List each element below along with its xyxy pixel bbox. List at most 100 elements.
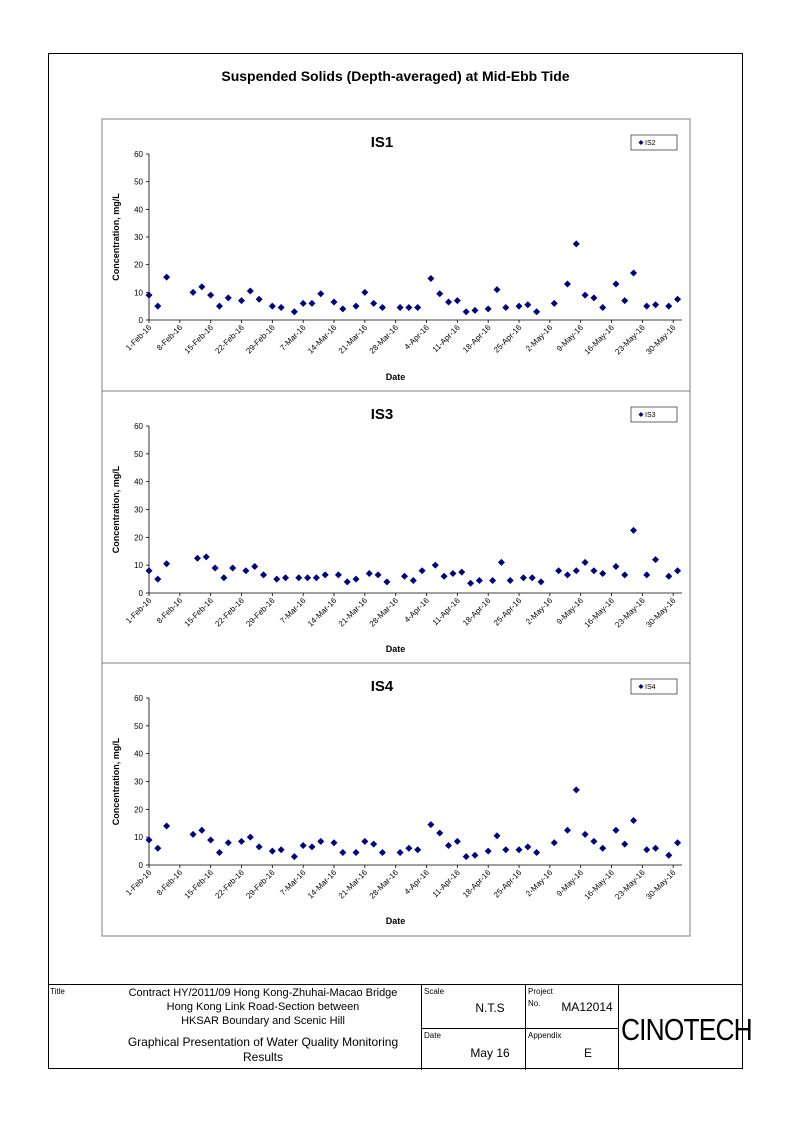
data-point: [418, 567, 426, 575]
data-point: [643, 302, 651, 310]
data-point: [370, 840, 378, 848]
data-point: [471, 851, 479, 859]
data-point: [665, 302, 673, 310]
legend-marker: [638, 684, 644, 689]
data-point: [445, 298, 453, 306]
x-axis-title: Date: [386, 644, 406, 654]
legend-label: IS4: [645, 684, 656, 691]
data-point: [612, 826, 620, 834]
y-tick-label: 0: [139, 861, 144, 870]
y-tick-label: 50: [134, 722, 143, 731]
data-point: [255, 295, 263, 303]
y-tick-label: 60: [134, 694, 143, 703]
data-point: [378, 304, 386, 312]
data-point: [163, 273, 171, 281]
data-point: [383, 578, 391, 586]
data-point: [365, 570, 373, 578]
data-point: [295, 574, 303, 582]
data-point: [612, 280, 620, 288]
data-point: [515, 302, 523, 310]
data-point: [599, 570, 607, 578]
data-point: [405, 304, 413, 312]
data-point: [581, 830, 589, 838]
data-point: [374, 571, 382, 579]
data-point: [643, 846, 651, 854]
y-tick-label: 10: [134, 288, 143, 297]
data-point: [220, 574, 228, 582]
data-point: [665, 572, 673, 580]
y-tick-label: 50: [134, 178, 143, 187]
data-point: [506, 576, 514, 584]
subtitle-line-2: Results: [242, 1050, 283, 1064]
legend-label: IS2: [645, 140, 656, 147]
data-point: [674, 567, 682, 575]
data-point: [255, 843, 263, 851]
page-frame: [48, 53, 743, 1069]
y-tick-label: 20: [134, 261, 143, 270]
data-point: [290, 853, 298, 861]
data-point: [431, 561, 439, 569]
chart-border: [101, 662, 691, 937]
data-point: [163, 560, 171, 568]
data-point: [224, 839, 232, 847]
data-point: [352, 575, 360, 583]
project-value: MA12014: [561, 1000, 613, 1014]
data-point: [581, 558, 589, 566]
data-point: [621, 297, 629, 305]
data-point: [361, 837, 369, 845]
data-point: [674, 839, 682, 847]
data-point: [555, 567, 563, 575]
data-point: [308, 843, 316, 851]
legend-box: [630, 134, 678, 151]
data-point: [370, 299, 378, 307]
scale-value: N.T.S: [475, 1001, 505, 1015]
data-point: [436, 290, 444, 298]
data-point: [207, 836, 215, 844]
cinotech-logo: CINOTECH: [621, 1012, 753, 1047]
data-point: [484, 305, 492, 313]
title-block-divider: [525, 985, 526, 1070]
y-tick-label: 30: [134, 233, 143, 242]
data-point: [198, 826, 206, 834]
data-point: [652, 556, 660, 564]
title-block-divider: [421, 1028, 618, 1029]
data-point: [154, 575, 162, 583]
data-point: [550, 299, 558, 307]
data-point: [251, 563, 259, 571]
chart-title: IS1: [371, 134, 394, 151]
data-point: [414, 304, 422, 312]
data-point: [652, 844, 660, 852]
x-axis-title: Date: [386, 916, 406, 926]
data-point: [202, 553, 210, 561]
data-point: [246, 833, 254, 841]
contract-line-1: Contract HY/2011/09 Hong Kong-Zhuhai-Mac…: [128, 987, 398, 999]
data-point: [282, 574, 290, 582]
data-point: [400, 572, 408, 580]
data-point: [299, 299, 307, 307]
title-block: Title Contract HY/2011/09 Hong Kong-Zhuh…: [48, 984, 743, 1070]
data-point: [224, 294, 232, 302]
data-point: [334, 571, 342, 579]
data-point: [163, 822, 171, 830]
y-tick-label: 20: [134, 805, 143, 814]
data-point: [211, 564, 219, 572]
data-point: [449, 570, 457, 578]
data-point: [273, 575, 281, 583]
data-point: [207, 291, 215, 299]
y-axis-title: Concentration, mg/L: [111, 737, 121, 825]
y-tick-label: 10: [134, 833, 143, 842]
data-point: [563, 571, 571, 579]
y-tick-label: 40: [134, 750, 143, 759]
data-point: [502, 846, 510, 854]
data-point: [145, 567, 153, 575]
legend: IS2: [630, 134, 678, 151]
data-point: [268, 302, 276, 310]
data-point: [599, 304, 607, 312]
title-block-divider: [421, 985, 422, 1070]
x-axis-title: Date: [386, 372, 406, 382]
data-point: [321, 571, 329, 579]
data-point: [453, 297, 461, 305]
data-point: [238, 297, 246, 305]
